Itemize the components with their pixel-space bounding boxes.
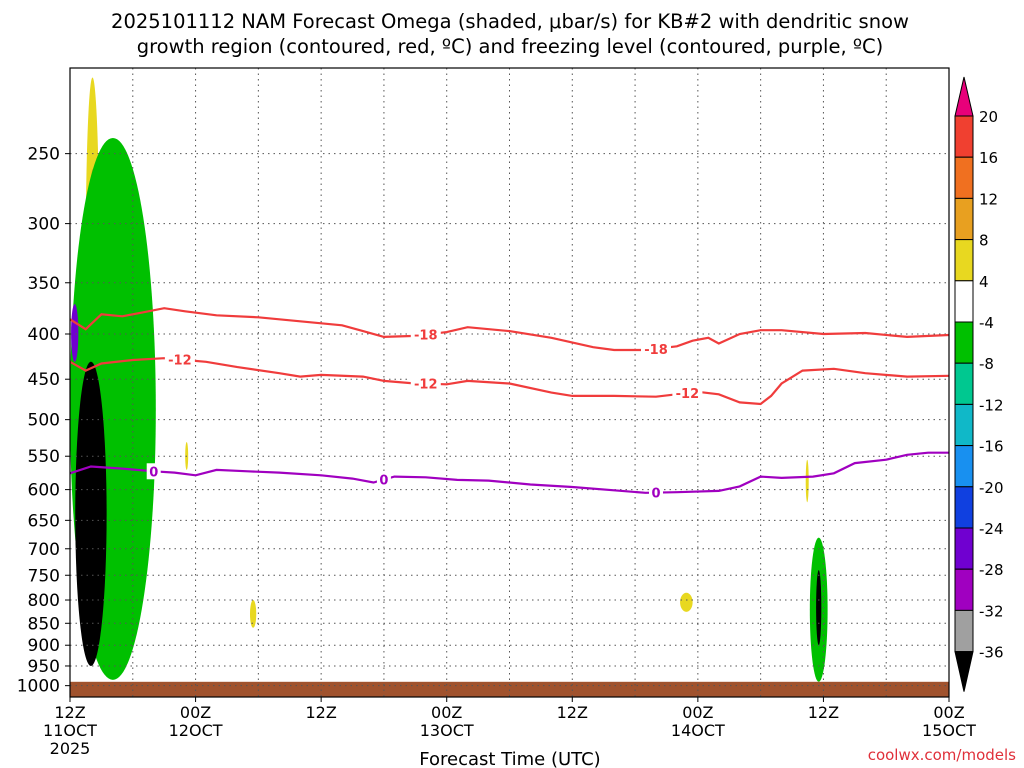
x-tick-label-36-0: 00Z [431,703,462,722]
x-tick-label-48-0: 12Z [557,703,588,722]
colorbar-swatch-0 [954,76,974,117]
plot-area: -18 -18 -12 -12 -12 0 0 0 [70,68,949,697]
contour-label-2-1: 0 [379,474,388,489]
x-tick-label-84-1: 15OCT [922,721,976,740]
terrain-band [70,681,949,697]
colorbar-swatch-10 [954,486,974,529]
colorbar-swatch-7 [954,362,974,405]
y-tick-label-300: 300 [28,215,60,235]
y-tick-label-700: 700 [28,540,60,560]
y-tick-label-1000: 1000 [17,677,60,697]
x-tick-label-84-0: 00Z [933,703,964,722]
plot-frame [69,67,950,698]
x-tick-label-0-0: 12Z [54,703,85,722]
colorbar-swatch-4 [954,239,974,282]
y-tick-label-400: 400 [28,325,60,345]
omega-region-3 [75,361,107,666]
contour-label-1-0: -12 [168,354,192,369]
x-tick-label-60-0: 00Z [682,703,713,722]
contour-label-bg-1-1 [410,375,441,392]
colorbar-label-3: 8 [979,232,989,250]
y-tick-label-250: 250 [28,145,60,165]
omega-region-10 [805,459,809,503]
y-tick-label-350: 350 [28,274,60,294]
x-tick-label-36-1: 13OCT [420,721,474,740]
y-tick-label-550: 550 [28,447,60,467]
contour-label-0-0: -18 [414,329,438,344]
colorbar-swatch-6 [954,321,974,364]
colorbar-label-5: -4 [979,314,994,332]
colorbar-label-7: -12 [979,396,1004,414]
y-tick-label-800: 800 [28,591,60,611]
colorbar-label-12: -32 [979,602,1004,620]
contour-label-bg-0-0 [410,326,441,343]
colorbar-label-4: 4 [979,273,989,291]
contour-label-bg-0-1 [641,340,671,357]
colorbar-swatch-9 [954,445,974,488]
colorbar-label-13: -36 [979,644,1004,662]
y-tick-label-600: 600 [28,481,60,501]
y-tick-label-750: 750 [28,566,60,586]
colorbar-swatch-1 [954,115,974,158]
contour-label-0-1: -18 [644,343,668,358]
colorbar-swatch-11 [954,527,974,570]
colorbar-swatch-8 [954,403,974,447]
contour-line-2 [70,451,949,494]
colorbar-label-10: -24 [979,520,1004,538]
colorbar-swatch-13 [954,609,974,653]
omega-region-7 [249,600,257,628]
grid-layer [70,68,949,697]
omega-region-6 [816,570,822,646]
omega-region-8 [680,592,693,612]
y-tick-label-850: 850 [28,614,60,634]
contour-label-bg-1-2 [672,385,703,402]
colorbar-swatch-2 [954,156,974,199]
chart-title-line-1: 2025101112 NAM Forecast Omega (shaded, μ… [111,10,909,33]
credit-text[interactable]: coolwx.com/models [868,746,1016,764]
y-axis: 2503003504004505005506006507007508008509… [17,145,70,697]
contour-label-2-0: 0 [149,465,158,480]
contour-label-bg-2-2 [649,484,663,501]
chart-title: 2025101112 NAM Forecast Omega (shaded, μ… [111,10,909,58]
colorbar-label-1: 16 [979,149,998,167]
y-tick-label-650: 650 [28,511,60,531]
contour-label-bg-2-0 [146,463,161,480]
contour-line-0 [70,307,949,352]
colorbar-label-2: 12 [979,190,998,208]
colorbar-label-6: -8 [979,355,994,373]
colorbar-label-8: -16 [979,438,1004,456]
contour-label-2-2: 0 [651,487,660,502]
contour-label-bg-2-1 [376,471,391,488]
omega-region-4 [71,304,79,362]
colorbar-swatch-5 [954,280,974,323]
terrain-layer [70,681,949,697]
x-axis-label: Forecast Time (UTC) [419,749,600,768]
contour-label-1-2: -12 [676,387,700,402]
x-tick-label-0-2: 2025 [50,739,91,758]
colorbar-swatch-14 [954,651,974,692]
colorbar-swatch-3 [954,197,974,241]
x-tick-label-72-0: 12Z [808,703,839,722]
colorbar: 20 16 12 8 4 -4 -8 -12 -16 -20 -24 -28 -32 -36 [954,76,1004,692]
x-tick-label-24-0: 12Z [305,703,336,722]
colorbar-label-9: -20 [979,479,1004,497]
chart-title-line-2: growth region (contoured, red, ºC) and f… [137,35,884,58]
colorbar-label-11: -28 [979,561,1004,579]
x-tick-label-12-1: 12OCT [169,721,223,740]
x-tick-label-12-0: 00Z [180,703,211,722]
colorbar-swatch-12 [954,568,974,611]
omega-shading-layer [70,77,828,682]
colorbar-label-0: 20 [979,108,998,126]
y-tick-label-950: 950 [28,657,60,677]
contour-layer: -18 -18 -12 -12 -12 0 0 0 [70,307,949,502]
contour-label-1-1: -12 [414,378,438,393]
contour-label-bg-1-0 [164,351,195,368]
y-tick-label-900: 900 [28,636,60,656]
x-tick-label-0-1: 11OCT [43,721,97,740]
y-tick-label-450: 450 [28,370,60,390]
x-tick-label-60-1: 14OCT [671,721,725,740]
y-tick-label-500: 500 [28,411,60,431]
